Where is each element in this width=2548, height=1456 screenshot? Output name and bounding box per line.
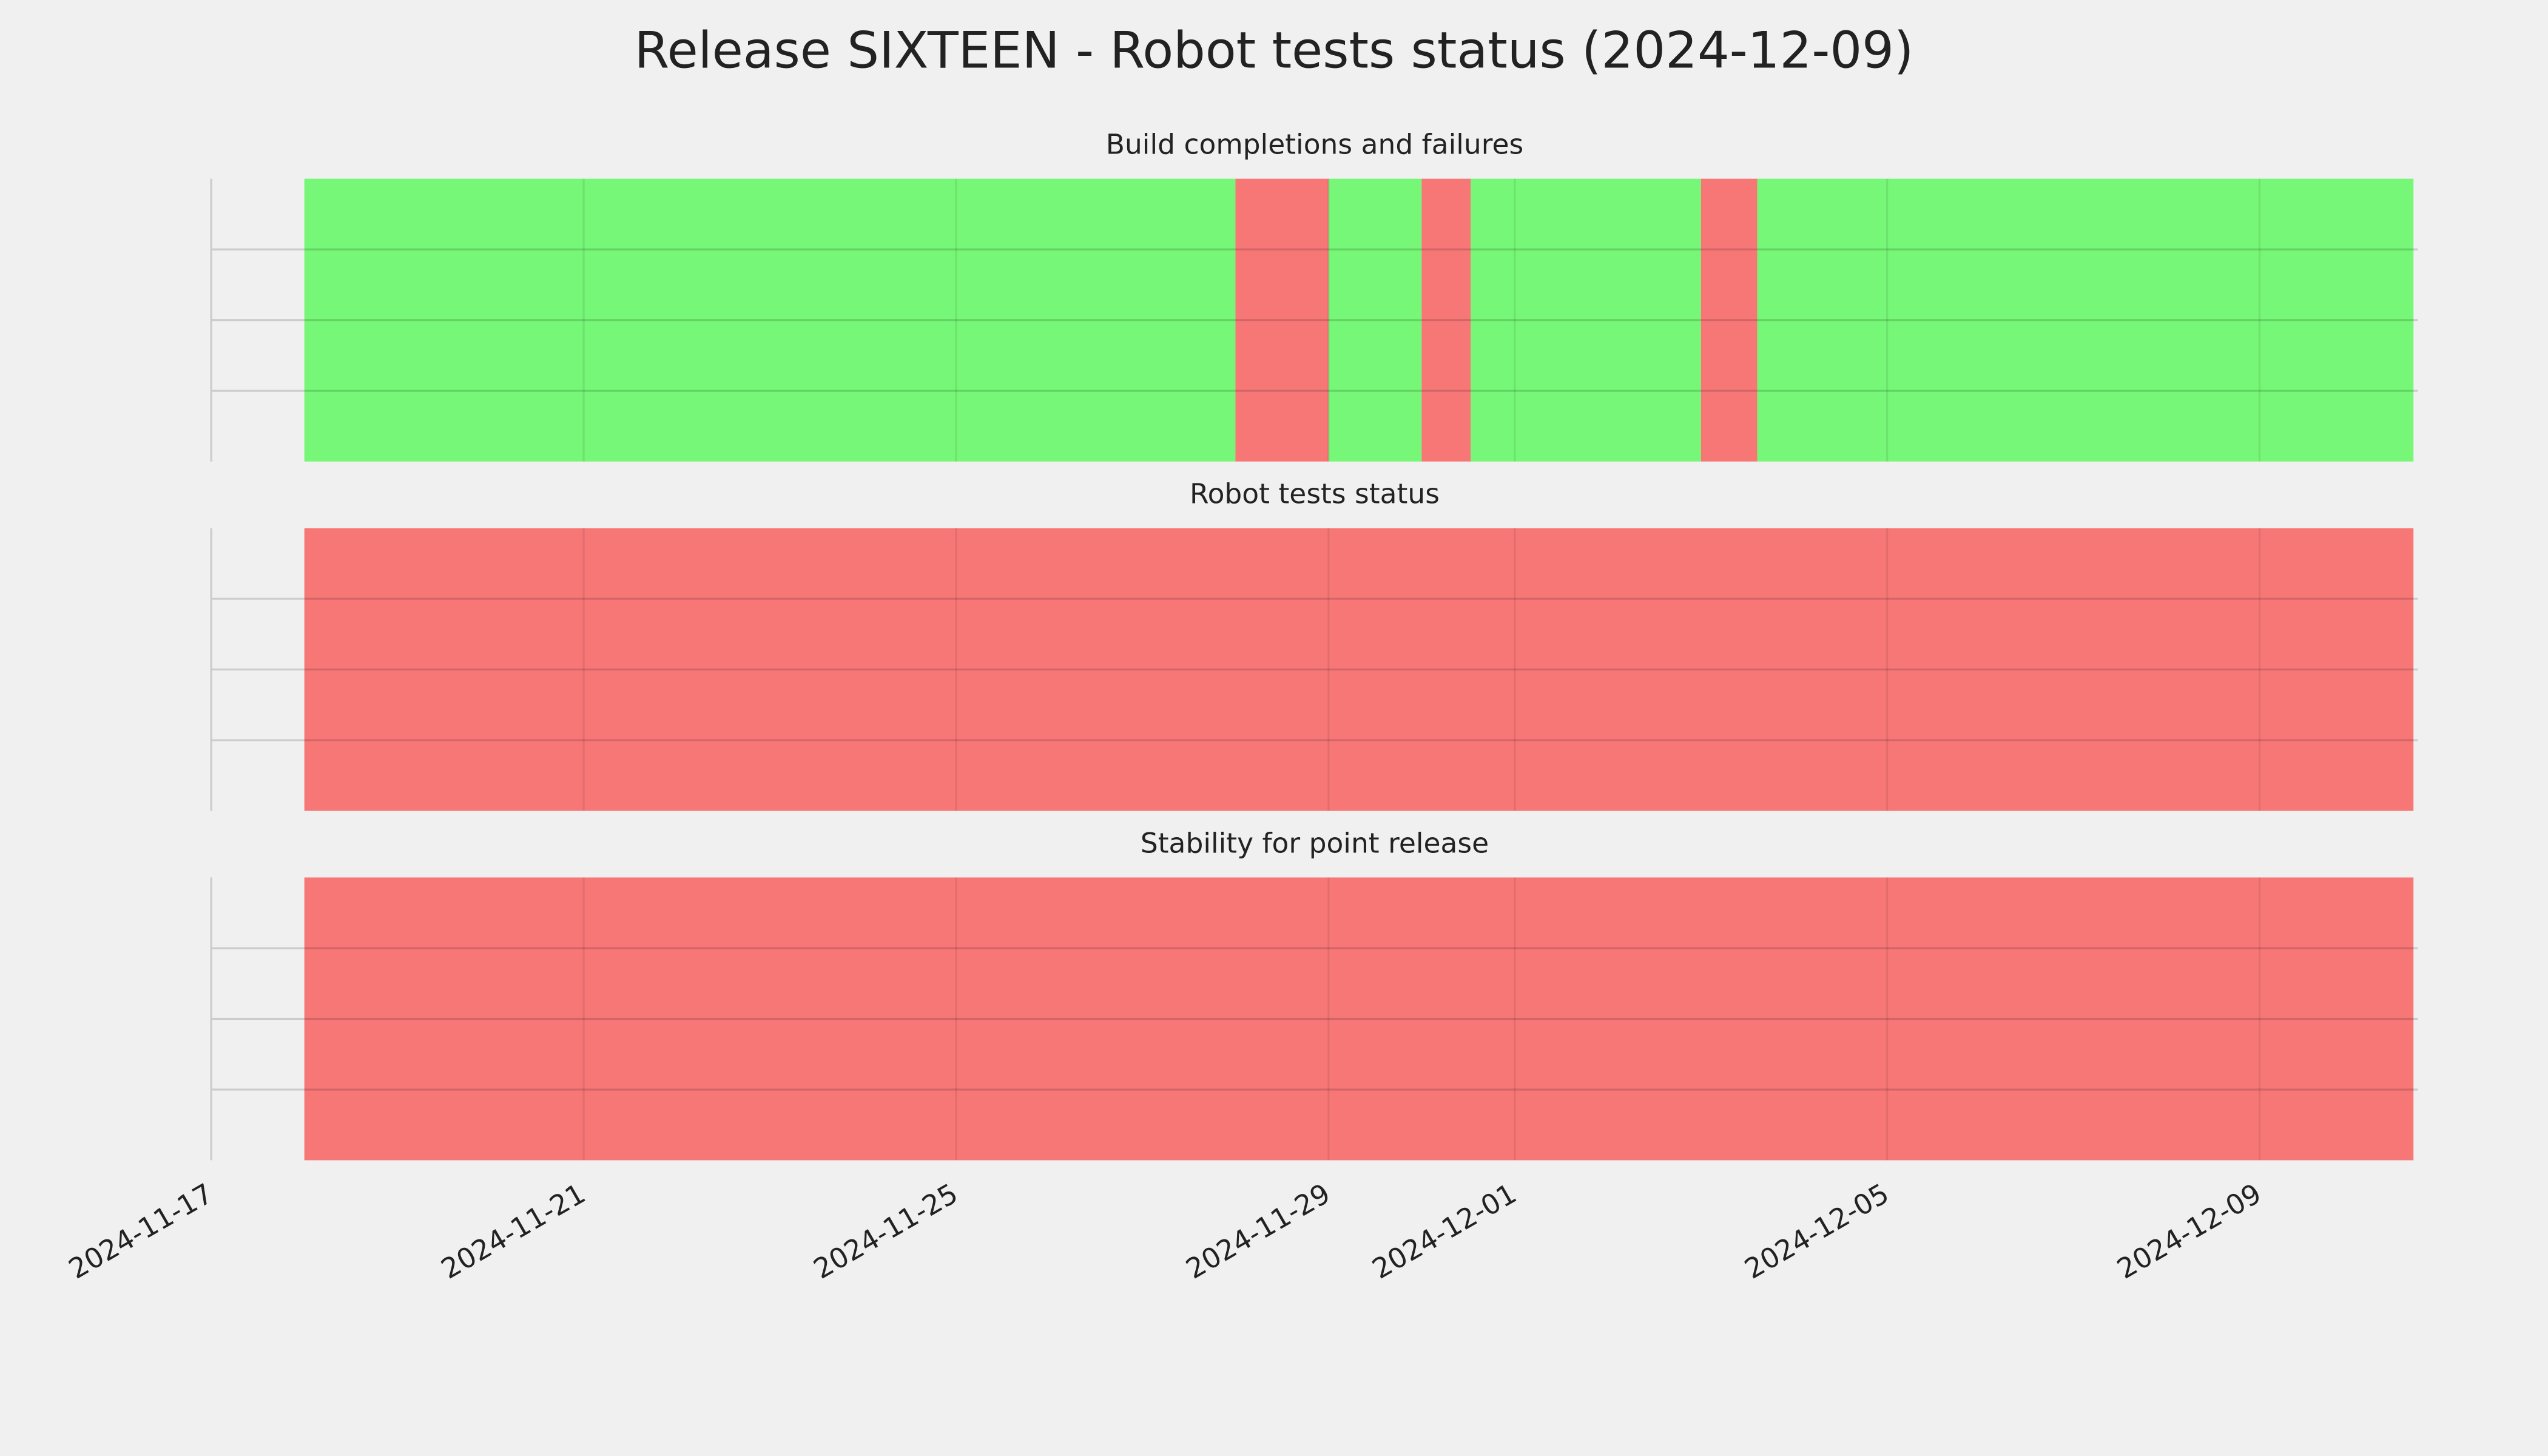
status-bar	[304, 528, 2414, 811]
figure-title: Release SIXTEEN - Robot tests status (20…	[635, 21, 1914, 79]
status-bar	[304, 877, 2414, 1161]
status-bar	[1757, 178, 2414, 462]
status-bar	[1471, 178, 1701, 462]
panel-title: Robot tests status	[1190, 477, 1440, 510]
status-bar	[1421, 178, 1471, 462]
status-bar	[1700, 178, 1758, 462]
status-bar	[304, 178, 1236, 462]
panel-title: Stability for point release	[1141, 827, 1489, 859]
status-bar	[1328, 178, 1422, 462]
status-bar	[1235, 178, 1329, 462]
panel-title: Build completions and failures	[1106, 129, 1523, 161]
